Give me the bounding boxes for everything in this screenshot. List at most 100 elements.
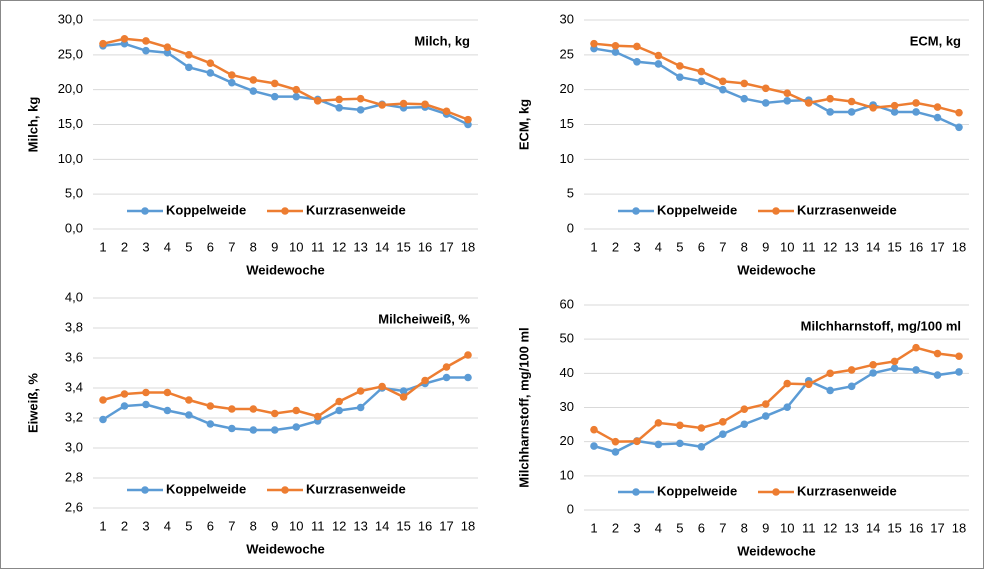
data-point — [335, 406, 343, 415]
data-point — [783, 89, 792, 97]
data-point — [120, 402, 129, 410]
legend-marker — [281, 207, 289, 215]
y-tick-label: 30 — [560, 399, 574, 414]
y-tick-label: 20,0 — [58, 81, 83, 96]
data-point — [611, 448, 620, 456]
y-tick-label: 60 — [560, 296, 574, 311]
data-point — [740, 79, 749, 88]
data-point — [761, 412, 770, 420]
x-tick-label: 15 — [887, 520, 901, 535]
data-point — [356, 403, 365, 412]
data-point — [206, 402, 215, 410]
data-point — [654, 419, 663, 427]
data-point — [933, 113, 942, 122]
data-point — [761, 99, 770, 107]
y-tick-label: 5 — [567, 186, 574, 201]
data-point — [912, 366, 920, 374]
y-axis-title: Milchharnstoff, mg/100 ml — [516, 327, 531, 487]
x-tick-label: 10 — [289, 518, 303, 533]
legend-marker — [141, 207, 149, 215]
data-point — [869, 360, 877, 369]
data-point — [335, 103, 343, 112]
x-tick-label: 2 — [121, 518, 128, 533]
data-point — [804, 380, 813, 389]
data-point — [120, 390, 129, 398]
y-tick-label: 3,4 — [65, 379, 83, 394]
data-point — [228, 405, 236, 413]
data-point — [719, 418, 727, 426]
data-point — [783, 403, 792, 411]
x-tick-label: 9 — [762, 520, 769, 535]
x-tick-label: 8 — [250, 239, 257, 254]
x-tick-label: 6 — [698, 239, 705, 254]
data-point — [761, 400, 770, 408]
data-point — [464, 373, 472, 382]
y-tick-label: 4,0 — [65, 289, 83, 304]
y-tick-label: 3,6 — [65, 349, 83, 364]
legend-marker — [772, 207, 780, 215]
legend-label: Kurzrasenweide — [306, 481, 406, 496]
y-tick-label: 50 — [560, 331, 574, 346]
data-point — [633, 42, 641, 51]
data-point — [912, 108, 920, 116]
x-tick-label: 18 — [461, 518, 475, 533]
x-tick-label: 11 — [311, 239, 325, 254]
data-point — [206, 59, 215, 67]
x-tick-label: 16 — [909, 239, 923, 254]
x-tick-label: 16 — [909, 520, 923, 535]
data-point — [955, 123, 963, 132]
data-point — [761, 84, 770, 93]
y-tick-label: 3,0 — [65, 439, 83, 454]
y-tick-label: 2,6 — [65, 499, 83, 514]
x-tick-label: 4 — [655, 520, 662, 535]
x-tick-label: 12 — [823, 520, 837, 535]
x-axis-title: Weidewoche — [246, 541, 325, 556]
data-point — [611, 41, 620, 50]
x-tick-label: 18 — [952, 520, 966, 535]
x-tick-label: 13 — [353, 239, 367, 254]
data-point — [955, 368, 963, 376]
data-point — [740, 94, 749, 103]
data-point — [442, 363, 451, 371]
y-tick-label: 10 — [560, 467, 574, 482]
x-tick-label: 9 — [271, 239, 278, 254]
data-point — [783, 379, 792, 388]
data-point — [421, 100, 429, 109]
data-point — [249, 76, 258, 84]
chart-title: ECM, kg — [910, 33, 961, 48]
chart-title: Milch, kg — [414, 33, 470, 48]
data-point — [590, 39, 598, 48]
x-tick-label: 1 — [99, 518, 106, 533]
x-tick-label: 11 — [802, 239, 816, 254]
y-tick-label: 25 — [560, 46, 574, 61]
y-tick-label: 10,0 — [58, 151, 83, 166]
data-point — [335, 95, 343, 104]
data-point — [847, 366, 856, 374]
data-point — [697, 424, 706, 432]
data-point — [142, 46, 150, 55]
x-tick-label: 12 — [332, 239, 346, 254]
data-point — [206, 420, 215, 428]
data-point — [955, 108, 963, 117]
x-tick-label: 16 — [418, 518, 432, 533]
x-tick-label: 6 — [698, 520, 705, 535]
data-point — [399, 387, 408, 395]
data-point — [912, 99, 920, 107]
data-point — [228, 424, 236, 433]
data-point — [676, 62, 684, 70]
data-point — [826, 108, 834, 116]
x-tick-label: 2 — [121, 239, 128, 254]
legend-label: Kurzrasenweide — [797, 483, 897, 498]
data-point — [185, 396, 193, 404]
data-point — [228, 78, 236, 87]
data-point — [313, 412, 322, 421]
x-tick-label: 14 — [866, 239, 880, 254]
y-tick-label: 40 — [560, 365, 574, 380]
data-point — [356, 94, 365, 103]
data-point — [611, 437, 620, 446]
data-point — [890, 357, 899, 366]
data-point — [912, 343, 920, 352]
data-point — [249, 426, 258, 434]
x-tick-label: 8 — [250, 518, 257, 533]
legend-marker — [772, 488, 780, 496]
